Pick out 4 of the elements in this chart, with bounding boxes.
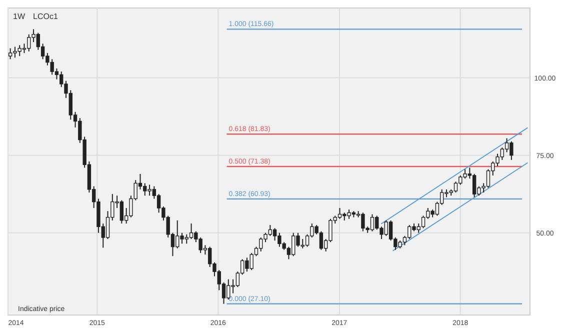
text: LCOc1: [33, 12, 58, 21]
text: 1W: [13, 12, 26, 21]
candlestick: [338, 208, 342, 220]
candlestick: [370, 214, 374, 232]
